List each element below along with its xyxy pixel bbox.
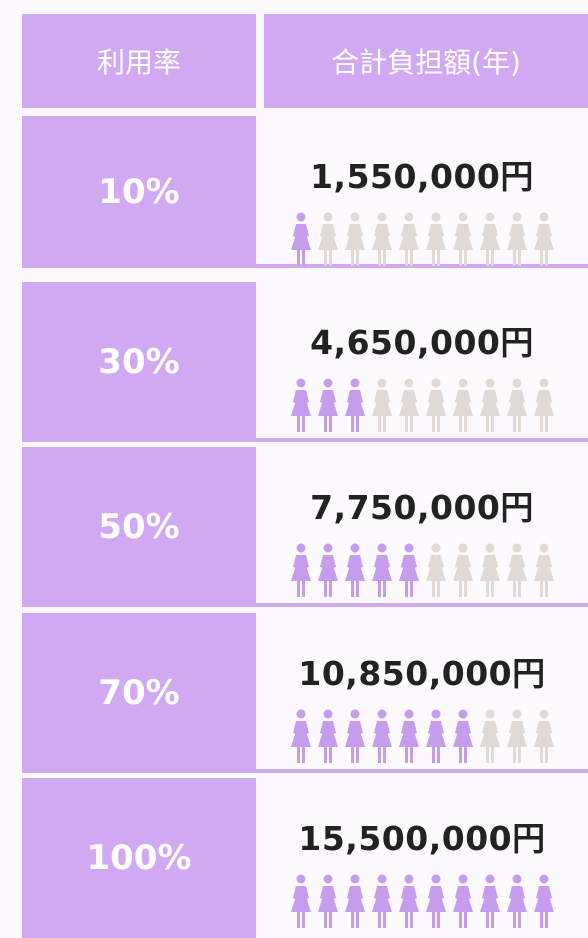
icon-row [289, 874, 556, 928]
total: 1,550,000円 [310, 157, 534, 196]
person-icon-empty [533, 212, 554, 266]
person-icon-empty [533, 543, 554, 597]
person-icon-empty [425, 378, 446, 432]
person-icon-empty [452, 378, 473, 432]
person-icon-filled [425, 709, 446, 763]
person-icon-empty [425, 543, 446, 597]
person-icon-filled [317, 543, 338, 597]
person-icon-empty [533, 709, 554, 763]
person-icon-empty [479, 212, 500, 266]
person-icon-empty [506, 543, 527, 597]
person-icon-filled [344, 543, 365, 597]
person-icon-filled [344, 709, 365, 763]
person-icon-filled [290, 378, 311, 432]
person-icon-empty [452, 212, 473, 266]
total-cell: 4,650,000円 [256, 282, 588, 442]
person-icon-filled [425, 874, 446, 928]
icon-row [289, 378, 556, 432]
total: 4,650,000円 [310, 322, 534, 362]
total-cell: 10,850,000円 [256, 613, 588, 773]
total: 10,850,000円 [298, 653, 546, 693]
person-icon-empty [506, 212, 527, 266]
person-icon-empty [479, 378, 500, 432]
person-icon-filled [398, 709, 419, 763]
total-cell: 15,500,000円 [256, 778, 588, 938]
person-icon-filled [317, 874, 338, 928]
person-icon-filled [290, 709, 311, 763]
person-icon-empty [479, 543, 500, 597]
person-icon-filled [506, 874, 527, 928]
person-icon-filled [344, 378, 365, 432]
person-icon-filled [290, 543, 311, 597]
icon-row [289, 543, 556, 597]
person-icon-filled [371, 709, 392, 763]
total-cell: 1,550,000円 [256, 116, 588, 268]
person-icon-empty [533, 378, 554, 432]
icon-row [289, 212, 556, 266]
person-icon-empty [344, 212, 365, 266]
person-icon-empty [317, 212, 338, 266]
person-icon-empty [398, 378, 419, 432]
person-icon-filled [317, 378, 338, 432]
person-icon-filled [398, 543, 419, 597]
rate-cell: 10% [22, 116, 256, 268]
total: 7,750,000円 [310, 488, 534, 527]
person-icon-empty [479, 709, 500, 763]
person-icon-filled [479, 874, 500, 928]
person-icon-filled [371, 874, 392, 928]
person-icon-empty [425, 212, 446, 266]
person-icon-filled [398, 874, 419, 928]
person-icon-empty [371, 212, 392, 266]
person-icon-filled [290, 874, 311, 928]
rate-cell: 70% [22, 612, 256, 773]
person-icon-filled [452, 874, 473, 928]
person-icon-empty [452, 543, 473, 597]
person-icon-filled [533, 874, 554, 928]
total-cell: 7,750,000円 [256, 447, 588, 607]
icon-row [289, 709, 556, 763]
header-rate: 利用率 [22, 14, 256, 108]
person-icon-empty [371, 378, 392, 432]
person-icon-empty [506, 378, 527, 432]
person-icon-empty [398, 212, 419, 266]
person-icon-filled [452, 709, 473, 763]
rate-cell: 100% [22, 778, 256, 938]
header-total: 合計負担額(年) [264, 14, 588, 108]
person-icon-filled [290, 212, 311, 266]
rate-cell: 30% [22, 281, 256, 442]
rate-cell: 50% [22, 447, 256, 607]
person-icon-filled [371, 543, 392, 597]
total: 15,500,000円 [298, 819, 546, 858]
person-icon-filled [317, 709, 338, 763]
person-icon-filled [344, 874, 365, 928]
person-icon-empty [506, 709, 527, 763]
